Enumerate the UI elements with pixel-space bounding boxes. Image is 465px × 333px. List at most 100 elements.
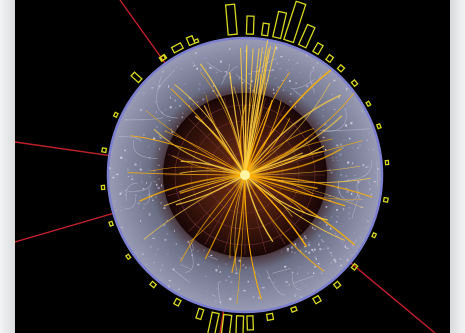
detector-hit — [335, 157, 338, 159]
detector-hit — [170, 128, 172, 130]
detector-hit — [225, 71, 227, 73]
hit-arc — [125, 182, 138, 201]
detector-hit — [209, 66, 212, 69]
detector-hit — [301, 238, 304, 241]
grid-spoke — [204, 192, 236, 245]
detector-hit — [336, 144, 339, 147]
detector-hit — [346, 88, 348, 91]
detector-hit — [213, 85, 215, 87]
detector-hit — [291, 250, 293, 253]
detector-hit — [242, 83, 244, 85]
energy-tower — [336, 63, 346, 73]
detector-hit — [152, 199, 154, 201]
detector-hit — [331, 229, 333, 231]
detector-hit — [120, 156, 123, 159]
detector-hit — [323, 269, 325, 271]
detector-hit — [288, 58, 290, 61]
detector-hit — [166, 233, 169, 235]
detector-hit — [306, 289, 308, 292]
detector-hit — [349, 251, 351, 254]
detector-hit — [298, 267, 300, 268]
detector-hit — [219, 271, 221, 273]
detector-hit — [124, 190, 127, 192]
hit-arc — [158, 69, 176, 90]
hit-arc — [338, 180, 355, 202]
detector-hit — [214, 299, 217, 302]
detector-hit — [343, 139, 345, 141]
detector-hit — [243, 57, 245, 59]
detector-hit — [333, 79, 336, 82]
detector-hit — [359, 144, 361, 147]
detector-hit — [284, 265, 287, 268]
detector-hit — [347, 161, 350, 164]
detector-hit — [329, 269, 332, 270]
detector-hit — [339, 239, 342, 241]
detector-hit — [116, 208, 119, 209]
detector-hit — [200, 69, 202, 72]
detector-hit — [242, 264, 244, 267]
detector-hit — [318, 265, 320, 268]
grid-spoke — [188, 118, 232, 162]
detector-hit — [323, 277, 325, 279]
hit-arc — [291, 270, 301, 290]
hit-arc — [266, 269, 286, 296]
detector-hit — [330, 254, 333, 257]
detector-hit — [317, 122, 319, 124]
hit-arc — [319, 128, 370, 131]
hit-arc — [356, 180, 364, 201]
detector-hit — [155, 111, 157, 113]
energy-tower — [100, 184, 106, 191]
energy-deposits — [100, 0, 390, 333]
detector-hit — [146, 182, 147, 184]
detector-hit — [308, 243, 311, 247]
detector-hit — [295, 105, 296, 108]
energy-tower — [172, 297, 182, 307]
particle-track — [244, 128, 315, 176]
detector-hit — [307, 242, 310, 244]
detector-hit — [151, 87, 154, 89]
detector-hit — [372, 149, 375, 151]
detector-hit — [248, 43, 250, 46]
detector-hit — [150, 196, 153, 198]
particle-track — [244, 174, 356, 246]
detector-hit — [157, 164, 160, 166]
hit-arc — [156, 76, 179, 119]
detector-hit — [305, 237, 307, 239]
detector-hit — [327, 247, 329, 250]
particle-track — [204, 174, 246, 260]
detector-hit — [347, 212, 350, 215]
detector-hit — [339, 115, 341, 117]
detector-hit — [155, 101, 157, 103]
detector-hit — [146, 263, 147, 266]
detector-hit — [127, 168, 129, 171]
detector-hit — [339, 153, 342, 156]
detector-hit — [179, 257, 182, 260]
detector-hit — [314, 266, 316, 268]
detector-hit — [322, 248, 325, 250]
detector-hit — [198, 83, 201, 86]
detector-hit — [321, 240, 323, 243]
detector-hit — [171, 130, 173, 133]
particle-track — [244, 48, 269, 176]
detector-hit — [158, 134, 161, 137]
detector-hit — [251, 80, 253, 83]
detector-hit — [168, 85, 170, 88]
hit-arc — [292, 78, 315, 89]
detector-hit — [377, 168, 380, 170]
detector-hit — [174, 229, 175, 233]
detector-hit — [304, 235, 307, 238]
detector-hit — [224, 70, 226, 73]
particle-track — [145, 110, 246, 176]
particle-track — [244, 174, 346, 207]
detector-hit — [346, 259, 349, 261]
hit-arc — [118, 136, 142, 142]
grid-spoke — [249, 194, 266, 253]
hit-arc — [192, 61, 195, 66]
detector-hit — [298, 71, 301, 73]
hit-arc — [208, 255, 219, 261]
detector-hit — [322, 241, 325, 242]
particle-track — [244, 92, 355, 176]
particle-track — [244, 174, 262, 300]
particle-track — [234, 174, 246, 272]
